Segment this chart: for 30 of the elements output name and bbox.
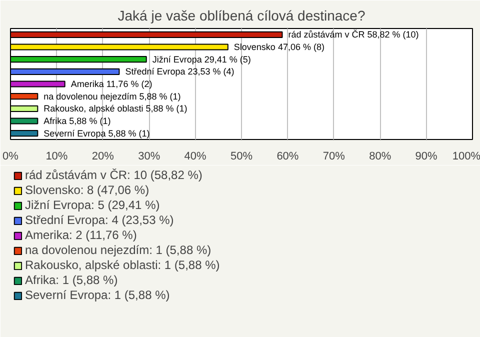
legend-label: Jižní Evropa: 5 (29,41 %) [25,198,160,212]
legend-label: Rakousko, alpské oblasti: 1 (5,88 %) [25,258,220,272]
data-label: Afrika 5,88 % (1) [44,116,111,126]
x-tick-label: 90% [415,150,438,162]
x-tick-label: 60% [276,150,299,162]
data-label: rád zůstávám v ČR 58,82 % (10) [288,30,419,40]
data-label: Amerika 11,76 % (2) [70,79,152,89]
legend-label: rád zůstávám v ČR: 10 (58,82 %) [25,168,202,182]
chart-title: Jaká je vaše oblíbená cílová destinace? [118,8,366,24]
x-tick-label: 20% [92,150,114,162]
x-tick-label: 40% [184,150,207,162]
legend-label: Severní Evropa: 1 (5,88 %) [25,288,170,302]
x-tick-label: 10% [46,150,68,162]
legend-label: Střední Evropa: 4 (23,53 %) [25,213,174,227]
legend-label: Afrika: 1 (5,88 %) [25,273,118,287]
data-label: Severní Evropa 5,88 % (1) [44,128,150,138]
legend-label: na dovolenou nejezdím: 1 (5,88 %) [25,243,212,257]
x-tick-label: 30% [138,150,160,162]
data-label: Jižní Evropa 29,41 % (5) [152,54,251,64]
legend-label: Amerika: 2 (11,76 %) [25,228,137,242]
x-tick-label: 70% [322,150,346,162]
data-label: Rakousko, alpské oblasti 5,88 % (1) [44,104,188,114]
data-label: Slovensko 47,06 % (8) [234,42,324,52]
data-label: Střední Evropa 23,53 % (4) [125,66,234,77]
data-label: na dovolenou nejezdím 5,88 % (1) [44,91,181,102]
x-tick-label: 100% [452,150,480,162]
x-tick-label: 50% [230,150,253,162]
x-tick-label: 80% [369,150,392,162]
x-tick-label: 0% [2,150,19,162]
legend-label: Slovensko: 8 (47,06 %) [25,183,150,197]
